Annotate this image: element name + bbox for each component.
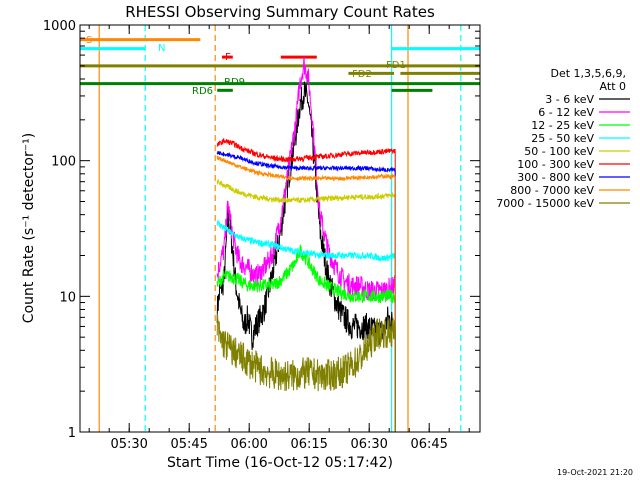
series-line-0 — [216, 81, 396, 351]
state-label-fd1: FD1 — [386, 60, 406, 71]
x-axis-label: Start Time (16-Oct-12 05:17:42) — [167, 455, 393, 471]
legend-label-2: 12 - 25 keV — [531, 119, 594, 132]
state-label-s: S — [86, 35, 92, 46]
x-tick-label-3: 06:15 — [290, 437, 327, 452]
timestamp: 19-Oct-2021 21:20 — [557, 468, 633, 477]
y-tick-label-0: 1 — [68, 426, 76, 441]
y-tick-label-3: 1000 — [43, 19, 76, 34]
state-label-fd2: FD2 — [352, 69, 372, 80]
axes: 1 10 100 1000 05:30 05:45 06:00 06:15 06:30 06:45 — [43, 19, 481, 452]
state-label-n: N — [158, 43, 165, 54]
x-tick-label-5: 06:45 — [410, 437, 447, 452]
series-line-7 — [216, 155, 396, 182]
series-line-4 — [216, 178, 396, 204]
legend-header-1: Att 0 — [600, 80, 626, 93]
series-line-6 — [216, 150, 396, 173]
x-tick-label-0: 05:30 — [110, 437, 147, 452]
x-tick-label-4: 06:30 — [350, 437, 387, 452]
state-label-f: F — [225, 52, 231, 63]
legend-label-4: 50 - 100 keV — [524, 145, 594, 158]
series-line-1 — [216, 56, 396, 301]
plot-frame — [79, 24, 481, 433]
series-line-2 — [216, 244, 396, 304]
y-axis-label: Count Rate (s⁻¹ detector⁻¹) — [21, 133, 37, 323]
legend-label-0: 3 - 6 keV — [545, 93, 594, 106]
y-tick-label-1: 10 — [59, 290, 76, 305]
series-line-5 — [216, 138, 396, 163]
state-label-rd9: RD9 — [224, 77, 245, 88]
legend-label-8: 7000 - 15000 keV — [496, 197, 594, 210]
state-label-rd6: RD6 — [192, 86, 213, 97]
legend-label-3: 25 - 50 keV — [531, 132, 594, 145]
series-line-8 — [216, 313, 396, 392]
legend-label-5: 100 - 300 keV — [517, 158, 594, 171]
plot-area: S N F FD1 FD2 RD9 RD6 — [80, 25, 480, 432]
x-tick-label-1: 05:45 — [170, 437, 207, 452]
legend-header-0: Det 1,3,5,6,9, — [550, 67, 626, 80]
x-tick-label-2: 06:00 — [230, 437, 267, 452]
legend-label-1: 6 - 12 keV — [538, 106, 594, 119]
legend-label-6: 300 - 800 keV — [517, 171, 594, 184]
series-line-3 — [216, 219, 396, 263]
legend-label-7: 800 - 7000 keV — [510, 184, 594, 197]
y-tick-label-2: 100 — [51, 155, 76, 170]
plot-content — [80, 25, 480, 432]
chart-title: RHESSI Observing Summary Count Rates — [125, 3, 435, 21]
